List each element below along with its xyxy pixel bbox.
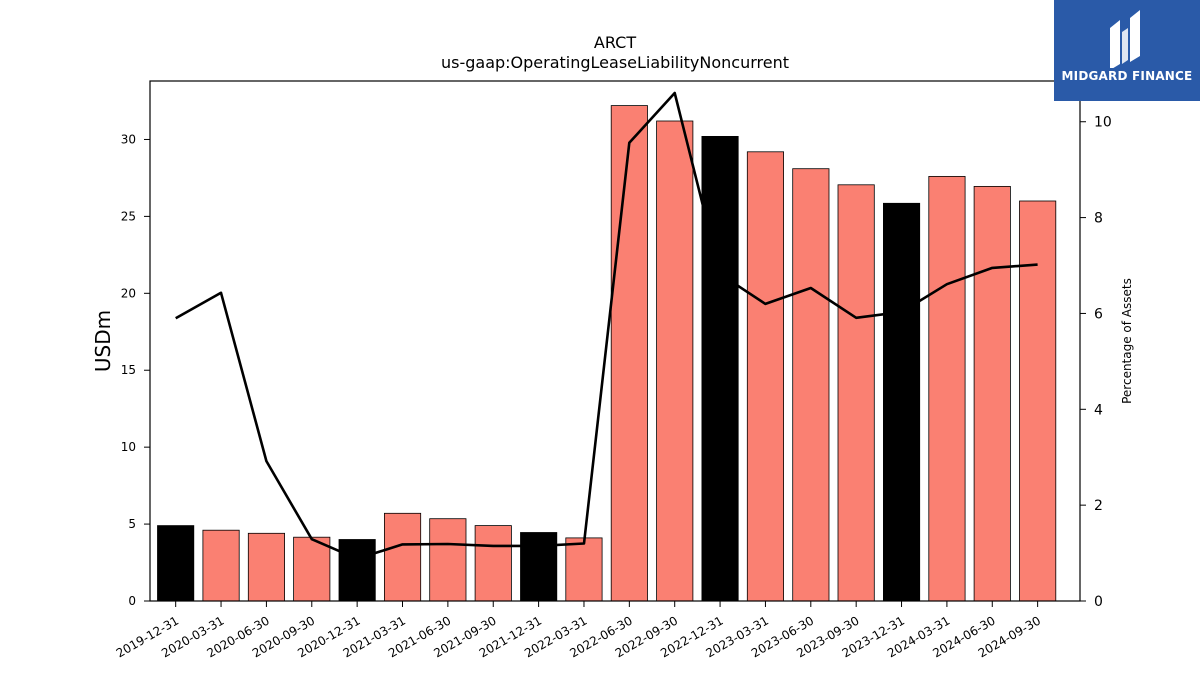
- bar-2022-09-30: [656, 120, 694, 602]
- y2-axis-label: Percentage of Assets: [1120, 278, 1134, 404]
- right-axis-ticks: 0 2 4 6 8 10: [1080, 115, 1112, 610]
- brand-logo: MIDGARD FINANCE: [1054, 0, 1200, 101]
- chart-title: ARCT: [594, 33, 636, 52]
- y2-tick-label: 2: [1094, 498, 1103, 514]
- bar-2021-06-30: [429, 518, 467, 602]
- y2-tick-label: 6: [1094, 306, 1103, 322]
- bar-2024-09-30: [1019, 200, 1057, 602]
- bar-2023-09-30: [837, 184, 875, 602]
- bar-2020-09-30: [293, 536, 331, 602]
- percentage-line: [175, 91, 1038, 561]
- bar-2021-12-31: [520, 532, 558, 602]
- left-axis-ticks: 0 5 10 15 20 25 30: [121, 132, 150, 608]
- y-tick-label: 5: [128, 517, 136, 531]
- bar-2024-06-30: [973, 185, 1011, 602]
- bar-2023-06-30: [792, 168, 830, 602]
- bar-2024-03-31: [928, 175, 966, 602]
- bar-2021-03-31: [383, 512, 422, 602]
- plot-frame: [149, 80, 1081, 602]
- y-tick-label: 30: [121, 132, 136, 146]
- bar-2020-06-30: [247, 532, 286, 602]
- brand-name: MIDGARD FINANCE: [1061, 69, 1193, 83]
- bar-series: [157, 105, 1057, 602]
- bar-2023-12-31: [883, 202, 921, 602]
- y2-tick-label: 0: [1094, 594, 1103, 610]
- y-axis-label: USDm: [91, 310, 115, 372]
- bar-2023-03-31: [746, 151, 784, 602]
- bar-2022-06-30: [610, 105, 648, 602]
- bar-2020-12-31: [338, 539, 376, 602]
- y-tick-label: 10: [121, 440, 136, 454]
- y2-tick-label: 4: [1094, 402, 1103, 418]
- bar-2019-12-31: [157, 525, 195, 602]
- y-tick-label: 0: [128, 594, 136, 608]
- y2-tick-label: 10: [1094, 115, 1112, 131]
- y-tick-label: 15: [121, 363, 136, 377]
- line-series: [175, 91, 1038, 561]
- logo-mark-icon: [1110, 10, 1140, 68]
- y-tick-label: 25: [121, 209, 136, 223]
- bar-2022-03-31: [565, 537, 603, 602]
- y2-tick-label: 8: [1094, 211, 1103, 227]
- chart-subtitle: us-gaap:OperatingLeaseLiabilityNoncurren…: [441, 53, 789, 72]
- y-tick-label: 20: [121, 286, 136, 300]
- bar-2022-12-31: [701, 135, 739, 602]
- x-axis-ticks: 2019-12-312020-03-312020-06-302020-09-30…: [114, 601, 1043, 660]
- bar-2020-03-31: [202, 529, 240, 602]
- bar-2021-09-30: [474, 525, 512, 602]
